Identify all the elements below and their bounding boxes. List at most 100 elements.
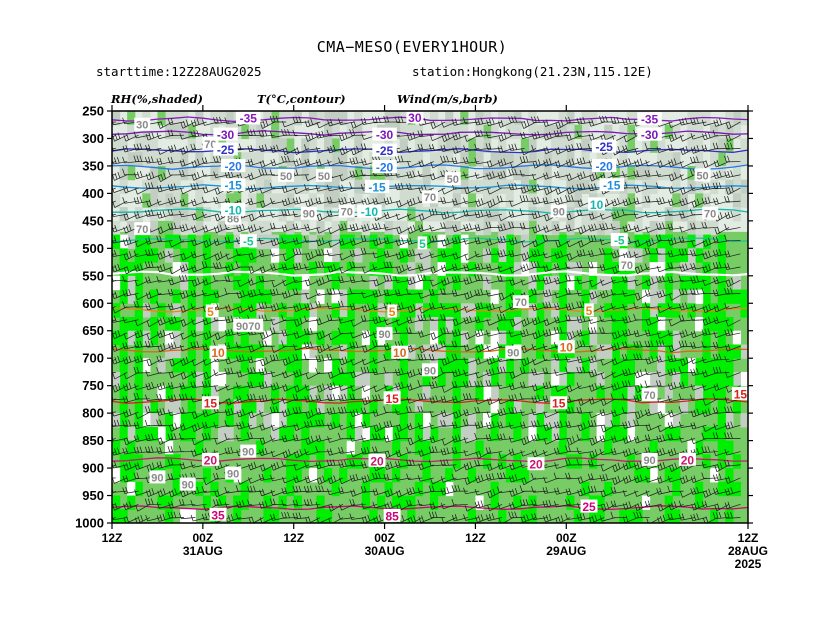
wind-barb [690, 275, 707, 284]
wind-barb-shaft [670, 345, 684, 353]
wind-barb [679, 263, 696, 272]
wind-barb-feather [625, 476, 629, 483]
rh-cell [437, 262, 446, 277]
wind-barb-feather [667, 422, 671, 429]
rh-cell [717, 440, 726, 455]
rh-cell [695, 289, 704, 304]
rh-cell [626, 399, 636, 414]
rh-cell [142, 399, 151, 414]
wind-barb [702, 279, 718, 286]
rh-cell [172, 481, 181, 497]
wind-barb-feather [610, 277, 614, 284]
rh-cell [301, 303, 310, 318]
rh-cell [717, 454, 726, 469]
rh-cell [119, 344, 128, 359]
wind-barb-feather [622, 503, 626, 510]
wind-barb [645, 423, 662, 432]
rh-cell [278, 262, 287, 277]
wind-barb [725, 319, 741, 327]
wind-barb-feather [628, 236, 631, 244]
rh-cell [248, 371, 257, 387]
wind-barb [701, 356, 718, 364]
rh-cell [361, 495, 371, 510]
rh-cell [445, 111, 454, 126]
rh-cell [414, 179, 424, 194]
rh-cell [324, 152, 333, 167]
wind-barb-shaft [716, 464, 730, 473]
rh-cell [293, 385, 302, 400]
wind-barb-feather [705, 239, 709, 246]
wind-barb-shaft [648, 279, 662, 287]
rh-cell [149, 413, 159, 428]
rh-cell [149, 330, 159, 346]
rh-cell [725, 358, 734, 373]
wind-barb-shaft [704, 411, 718, 417]
rh-cell [271, 193, 280, 208]
rh-cell [414, 303, 424, 318]
wind-barb [690, 262, 707, 270]
wind-barb-feather [673, 354, 677, 361]
rh-cell [112, 371, 121, 387]
wind-barb-feather [647, 329, 651, 336]
wind-barb [633, 353, 650, 361]
wind-barb [657, 476, 673, 484]
rh-cell [195, 179, 204, 194]
rh-cell [604, 481, 613, 497]
rh-cell [286, 454, 295, 469]
wind-barb-shaft [635, 345, 650, 348]
rh-cell [452, 317, 461, 332]
rh-cell [513, 152, 522, 167]
rh-cell [414, 248, 424, 263]
wind-barb-feather [614, 357, 618, 364]
wind-barb-feather [647, 447, 651, 454]
wind-barb [678, 340, 696, 348]
wind-barb-shaft [669, 424, 684, 429]
rh-cell [331, 303, 340, 318]
wind-barb-feather [715, 474, 719, 481]
wind-barb-feather [730, 170, 733, 177]
wind-barb-shaft [669, 490, 684, 493]
rh-cell [149, 193, 159, 208]
wind-barb-feather [716, 159, 720, 166]
rh-cell [649, 262, 658, 277]
wind-barb-feather [696, 408, 700, 415]
wind-barb [702, 424, 718, 432]
wind-barb-feather [712, 250, 716, 257]
wind-barb-feather [724, 329, 728, 337]
wind-barb-feather [633, 313, 636, 321]
wind-barb-feather [707, 408, 711, 415]
wind-barb [690, 341, 707, 349]
wind-barb-feather [670, 448, 674, 456]
rh-cell [467, 193, 477, 208]
rh-cell [134, 413, 143, 428]
rh-cell [263, 468, 272, 483]
wind-barb-shaft [692, 121, 707, 125]
rh-cell [195, 220, 204, 236]
wind-barb-feather [625, 329, 628, 336]
wind-barb-feather [640, 409, 643, 417]
wind-barb [701, 196, 718, 205]
rh-cell [467, 358, 477, 373]
rh-cell [664, 426, 673, 442]
wind-barb [611, 357, 628, 366]
rh-cell [452, 454, 461, 469]
rh-cell [331, 358, 340, 373]
rh-cell [483, 413, 492, 428]
wind-barb [679, 329, 696, 338]
wind-barb-feather [637, 292, 641, 299]
wind-barb-feather [611, 199, 615, 207]
rh-cell [414, 440, 424, 455]
rh-cell [732, 330, 742, 346]
wind-barb-feather [657, 477, 660, 484]
rh-cell [536, 220, 545, 236]
wind-barb [644, 211, 661, 218]
wind-barb-feather [625, 462, 629, 469]
rh-cell [460, 138, 469, 153]
rh-cell [430, 330, 439, 346]
wind-barb-shaft [650, 517, 662, 523]
wind-barb-shaft [682, 148, 696, 155]
rh-cell [119, 138, 128, 153]
rh-cell [475, 179, 484, 194]
wind-barb-feather [668, 319, 672, 327]
rh-cell [505, 399, 514, 414]
